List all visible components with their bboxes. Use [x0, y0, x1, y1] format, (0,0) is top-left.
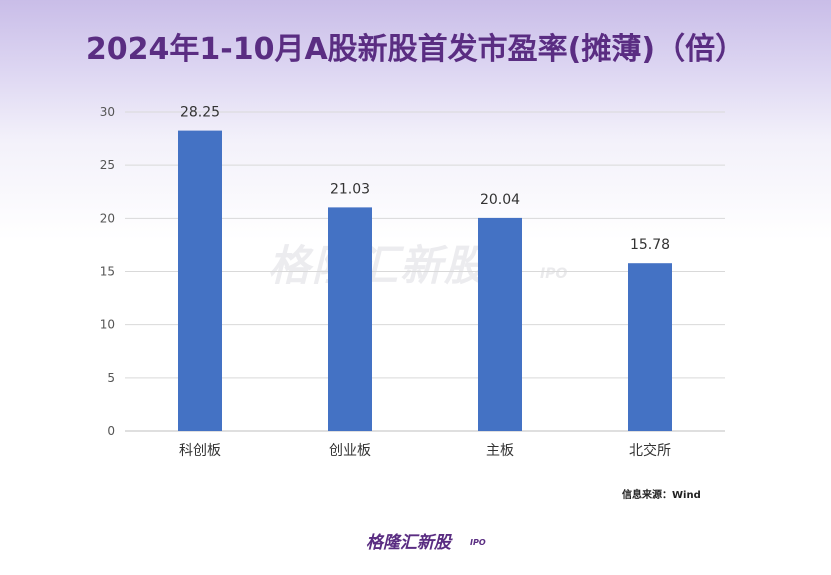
- y-tick-label: 20: [100, 211, 115, 225]
- bar: [328, 207, 372, 431]
- y-tick-label: 25: [100, 158, 115, 172]
- category-label: 创业板: [329, 443, 371, 459]
- logo-sub: IPO: [470, 538, 486, 547]
- bar: [478, 217, 522, 431]
- data-label: 15.78: [630, 237, 670, 253]
- logo: 格隆汇新股: [366, 533, 451, 553]
- bar: [628, 263, 672, 431]
- bars: [178, 130, 672, 431]
- category-label: 主板: [486, 443, 514, 459]
- watermark-sub: IPO: [540, 266, 568, 282]
- y-tick-label: 15: [100, 265, 115, 279]
- data-labels: 28.25 21.03 20.04 15.78: [180, 105, 670, 254]
- category-label: 北交所: [629, 442, 671, 459]
- data-label: 28.25: [180, 105, 220, 121]
- chart-title: 2024年1-10月A股新股首发市盈率(摊薄)（倍）: [85, 32, 746, 67]
- watermark: 格隆汇新股: [268, 241, 489, 290]
- data-label: 20.04: [480, 192, 520, 208]
- source-note: 信息来源：Wind: [622, 490, 701, 501]
- category-labels: 科创板 创业板 主板 北交所: [179, 442, 671, 459]
- gridlines: [125, 111, 725, 432]
- bar: [178, 130, 222, 431]
- y-tick-label: 0: [107, 424, 115, 438]
- y-tick-label: 10: [100, 318, 115, 332]
- data-label: 21.03: [330, 181, 370, 197]
- y-tick-label: 30: [100, 105, 115, 119]
- y-tick-label: 5: [107, 371, 115, 385]
- category-label: 科创板: [179, 443, 221, 459]
- y-axis-ticks: 0 5 10 15 20 25 30: [100, 105, 115, 438]
